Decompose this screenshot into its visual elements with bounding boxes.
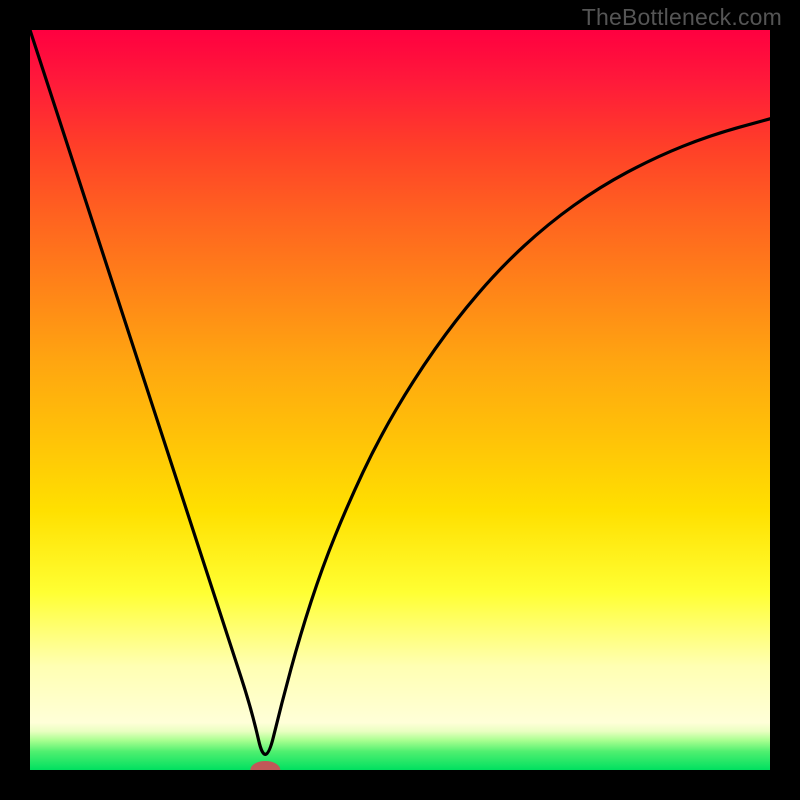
watermark-text: TheBottleneck.com [582,4,782,31]
chart-svg [0,0,800,800]
chart-container: TheBottleneck.com [0,0,800,800]
